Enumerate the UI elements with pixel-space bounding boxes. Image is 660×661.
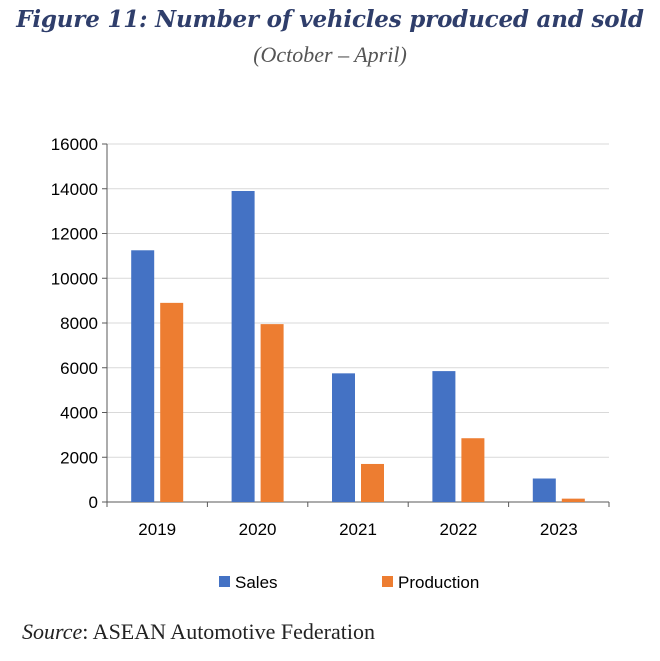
figure-subtitle: (October – April) [253,42,407,67]
bar-production-2019 [160,302,184,502]
bar-production-2023 [561,498,585,502]
y-tick-label: 8000 [60,314,98,333]
y-tick-label: 0 [89,493,98,512]
bar-production-2021 [361,463,384,502]
y-tick-label: 10000 [51,269,98,288]
y-tick-label: 2000 [60,448,98,467]
source-text: : ASEAN Automotive Federation [82,619,375,644]
x-tick-label: 2019 [138,520,176,539]
x-tick-label: 2023 [540,520,578,539]
bar-sales-2022 [432,371,456,502]
y-tick-label: 16000 [51,135,98,154]
bar-sales-2020 [231,190,255,503]
bar-production-2020 [260,324,284,502]
x-tick-label: 2022 [439,520,477,539]
bar-production-2022 [461,438,485,502]
legend-swatch-production [382,576,393,587]
legend-label-production: Production [398,573,479,592]
y-tick-label: 4000 [60,404,98,423]
legend-label-sales: Sales [235,573,278,592]
x-tick-label: 2020 [239,520,277,539]
figure-title: Figure 11: Number of vehicles produced a… [16,6,644,33]
x-tick-label: 2021 [339,520,377,539]
legend-swatch-sales [219,576,230,587]
y-tick-label: 12000 [51,225,98,244]
bar-sales-2021 [332,373,355,502]
source-label: Source [22,619,83,644]
bar-sales-2023 [532,478,556,502]
source-note: Source: ASEAN Automotive Federation [22,619,375,645]
y-tick-label: 14000 [51,180,98,199]
y-tick-label: 6000 [60,359,98,378]
bar-sales-2019 [131,250,155,502]
